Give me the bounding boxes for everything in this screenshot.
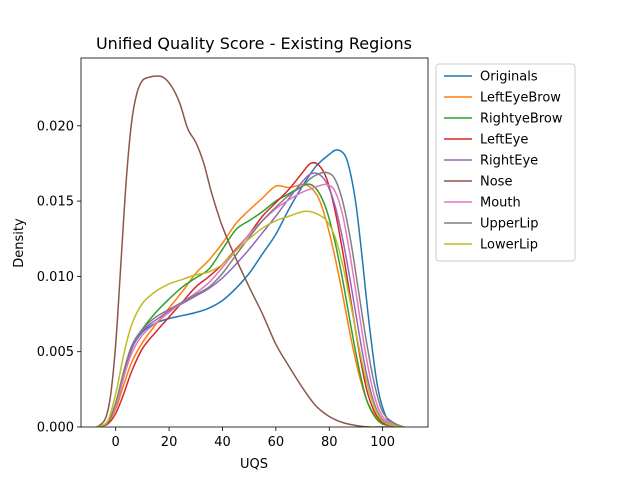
legend-label-rightyebrow: RightyeBrow xyxy=(480,112,563,127)
legend-label-originals: Originals xyxy=(480,70,538,85)
x-axis-label: UQS xyxy=(240,457,268,472)
legend-label-lefteyebrow: LeftEyeBrow xyxy=(480,91,561,106)
legend-label-mouth: Mouth xyxy=(480,196,521,211)
x-tick-label: 100 xyxy=(370,435,395,450)
legend-label-righteye: RightEye xyxy=(480,154,538,169)
x-tick-label: 0 xyxy=(112,435,120,450)
y-axis-label: Density xyxy=(12,218,27,268)
x-tick-label: 40 xyxy=(214,435,231,450)
legend-label-lefteye: LeftEye xyxy=(480,133,528,148)
legend-box xyxy=(435,63,576,262)
series-line-nose xyxy=(96,75,394,427)
series-line-lefteye xyxy=(96,161,405,427)
x-tick-label: 60 xyxy=(268,435,285,450)
series-line-upperlip xyxy=(96,171,405,427)
series-line-originals xyxy=(96,149,405,427)
x-tick-label: 20 xyxy=(161,435,178,450)
legend-label-nose: Nose xyxy=(480,175,512,190)
y-tick-label: 0.010 xyxy=(37,270,74,285)
legend-label-lowerlip: LowerLip xyxy=(480,238,538,253)
legend-label-upperlip: UpperLip xyxy=(480,217,538,232)
series-line-righteye xyxy=(96,172,405,427)
axes-frame xyxy=(80,57,429,428)
chart-title: Unified Quality Score - Existing Regions xyxy=(96,34,412,53)
y-tick-label: 0.000 xyxy=(37,421,74,436)
y-tick-label: 0.020 xyxy=(37,119,74,134)
series-line-lowerlip xyxy=(96,210,405,427)
plot-area xyxy=(96,75,405,427)
axes: 0 20 40 60 80 100 0.000 0.005 0.010 0.015 0.020 xyxy=(37,57,429,450)
y-tick-label: 0.005 xyxy=(37,345,74,360)
y-tick-label: 0.015 xyxy=(37,195,74,210)
series-line-lefteyebrow xyxy=(96,183,405,427)
legend: Originals LeftEyeBrow RightyeBrow LeftEye Ri… xyxy=(435,63,576,262)
x-tick-label: 80 xyxy=(321,435,338,450)
